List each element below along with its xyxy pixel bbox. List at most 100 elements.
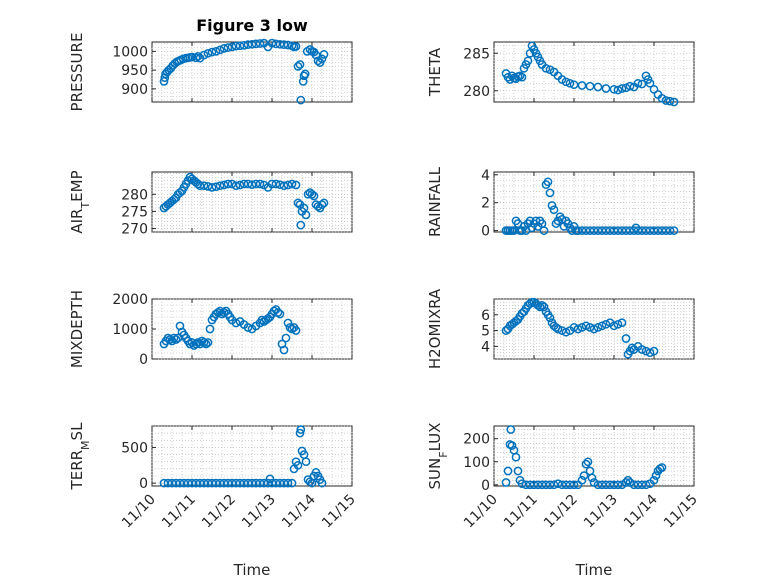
data-point-6-37 (295, 428, 305, 438)
data-point-2-40 (283, 180, 293, 190)
data-point-4-35 (231, 318, 241, 328)
data-point-7-31 (593, 480, 603, 490)
data-point-6-27 (265, 474, 275, 484)
x-tick-label-7-3: 11/13 (581, 492, 621, 532)
data-point-2-33 (255, 179, 265, 189)
data-point-0-37 (271, 39, 281, 49)
data-point-6-24 (255, 478, 265, 488)
y-tick-label-5-1: 5 (481, 324, 490, 340)
x-tick-label-6-3: 11/13 (239, 492, 279, 532)
data-point-2-52 (309, 191, 319, 201)
x-tick-label-6-5: 11/15 (319, 492, 359, 532)
subplot-h2omixra: 456 H2OMIXRA (426, 288, 695, 369)
data-point-2-28 (235, 180, 245, 190)
data-point-7-13 (533, 480, 543, 490)
data-point-4-27 (213, 308, 223, 317)
data-point-6-36 (293, 460, 303, 470)
data-point-6-14 (215, 478, 225, 488)
y-tick-label-2-0: 270 (121, 222, 148, 238)
data-point-7-16 (545, 480, 555, 490)
data-point-6-10 (199, 478, 209, 488)
data-point-3-52 (633, 226, 643, 235)
data-point-3-61 (669, 226, 679, 235)
data-point-7-44 (641, 480, 651, 490)
data-point-1-26 (569, 80, 579, 90)
x-tick-label-6-4: 11/14 (279, 491, 319, 531)
data-point-7-41 (629, 480, 639, 490)
data-point-6-15 (219, 478, 229, 488)
data-point-7-47 (651, 471, 661, 480)
data-point-0-46 (296, 95, 306, 105)
y-tick-label-4-2: 2000 (112, 292, 148, 308)
data-point-0-31 (247, 39, 257, 49)
data-point-3-56 (649, 226, 659, 235)
data-point-7-50 (657, 463, 667, 472)
data-point-5-27 (557, 326, 567, 335)
figure-title: Figure 3 low (196, 16, 308, 35)
data-point-3-4 (509, 226, 519, 235)
data-point-2-32 (251, 179, 261, 189)
data-point-5-42 (617, 318, 627, 328)
data-point-4-50 (273, 308, 283, 317)
subplot-sun-flux: 0 100 200 SUNFLUX 11/10 11/11 11/12 11/13 11/14 1… (426, 423, 701, 532)
data-point-5-16 (533, 300, 543, 310)
data-point-4-3 (165, 335, 175, 344)
y-label-5: H2OMIXRA (426, 288, 444, 369)
data-point-5-40 (609, 321, 619, 331)
data-point-3-21 (543, 177, 553, 187)
data-point-5-46 (627, 343, 637, 353)
data-point-3-47 (617, 226, 627, 235)
data-point-6-18 (231, 478, 241, 488)
y-tick-label-5-2: 6 (481, 308, 490, 324)
subplot-terr-msl: 0 500 TERRMSL 11/10 11/11 11/12 11/13 11/14 11/1… (68, 422, 359, 531)
y-label-7: SUNFLUX (426, 423, 450, 490)
data-point-2-30 (243, 179, 253, 189)
data-point-3-60 (665, 226, 675, 235)
data-point-5-37 (597, 321, 607, 331)
data-point-7-43 (637, 480, 647, 490)
data-point-0-33 (255, 39, 265, 48)
data-point-5-18 (537, 300, 547, 310)
data-point-7-0 (501, 478, 511, 487)
data-point-6-38 (296, 425, 306, 434)
data-point-3-48 (621, 226, 631, 235)
y-tick-label-4-1: 1000 (112, 322, 148, 338)
data-point-6-32 (283, 478, 293, 488)
data-point-1-41 (645, 78, 655, 88)
data-point-6-16 (223, 478, 233, 488)
data-point-5-26 (553, 324, 563, 334)
data-point-4-55 (283, 318, 293, 328)
data-point-2-39 (279, 181, 289, 191)
data-point-6-21 (243, 478, 253, 488)
data-point-7-9 (517, 479, 527, 489)
data-point-7-32 (597, 480, 607, 490)
data-point-7-27 (583, 457, 593, 467)
data-point-5-30 (569, 323, 579, 332)
data-point-6-31 (279, 478, 289, 488)
data-point-4-53 (279, 345, 289, 355)
data-point-1-11 (523, 56, 533, 66)
x-tick-label-6-0: 11/10 (119, 492, 159, 532)
data-point-4-51 (275, 309, 285, 319)
data-point-4-17 (193, 338, 203, 347)
data-point-1-45 (661, 96, 671, 105)
data-point-2-57 (319, 198, 329, 208)
data-point-5-41 (613, 319, 623, 329)
data-point-0-26 (227, 42, 237, 52)
data-point-7-18 (553, 479, 563, 489)
x-tick-label-7-0: 11/10 (461, 492, 501, 532)
data-point-6-33 (287, 478, 297, 488)
data-point-0-30 (243, 40, 253, 49)
data-point-5-43 (621, 334, 631, 343)
data-point-4-38 (243, 323, 253, 332)
data-point-4-59 (291, 326, 301, 335)
data-point-0-38 (275, 39, 285, 49)
data-point-2-51 (307, 189, 317, 199)
data-point-5-51 (645, 348, 655, 358)
data-point-0-19 (199, 50, 209, 60)
data-point-2-37 (271, 179, 281, 189)
data-point-6-20 (239, 478, 249, 488)
data-point-3-44 (605, 226, 615, 235)
